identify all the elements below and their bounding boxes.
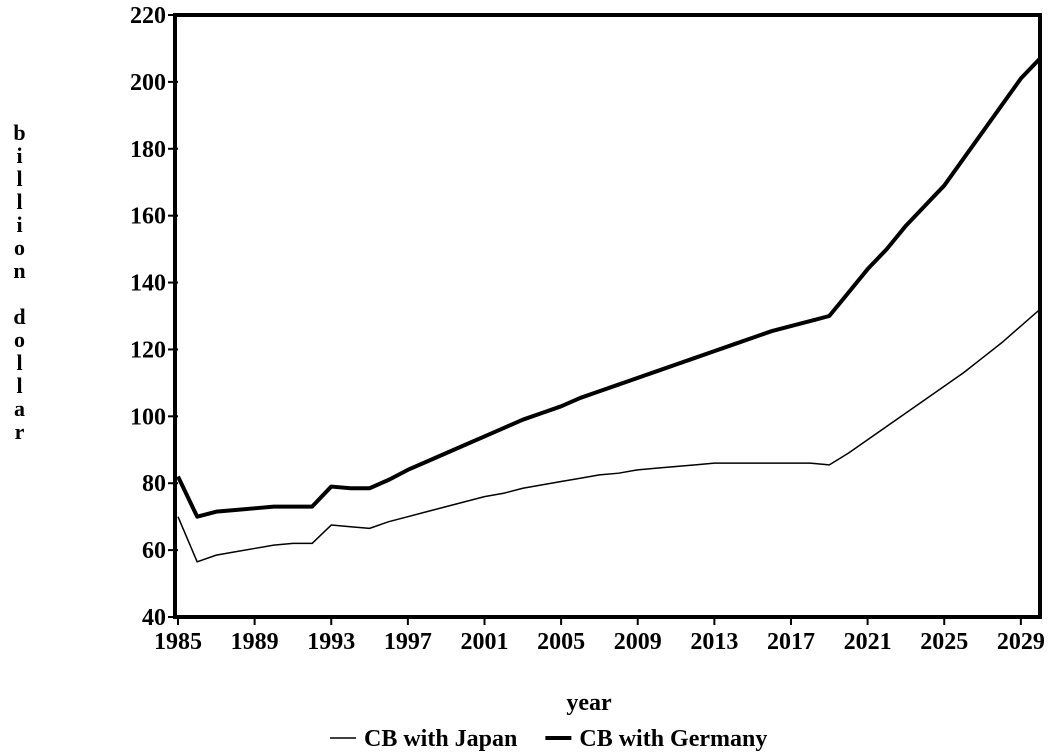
y-axis-label: billion dollar [7,120,32,442]
y-tick-label: 40 [142,605,166,631]
series-line [177,308,1041,563]
x-tick-label: 1985 [154,629,202,655]
y-tick-label: 120 [130,337,166,363]
y-tick-label: 60 [142,538,166,564]
x-tick-label: 2009 [614,629,662,655]
y-tick-label: 100 [130,404,166,430]
y-tick-label: 80 [142,471,166,497]
legend-label: CB with Japan [364,726,517,752]
x-tick-label: 2025 [920,629,968,655]
plot-frame [173,13,1042,619]
x-axis-label: year [566,690,612,716]
y-tick-label: 160 [130,204,166,230]
y-tick-label: 220 [130,3,166,29]
x-tick-label: 2013 [690,629,738,655]
x-tick-label: 2021 [844,629,892,655]
x-tick-label: 2017 [767,629,815,655]
x-tick-label: 2029 [997,629,1045,655]
x-tick-label: 2005 [537,629,585,655]
x-tick-label: 2001 [460,629,508,655]
x-tick-label: 1997 [384,629,432,655]
x-tick-label: 1989 [231,629,279,655]
legend-label: CB with Germany [579,726,767,752]
x-tick-label: 1993 [307,629,355,655]
y-tick-label: 200 [130,70,166,96]
y-tick-label: 180 [130,137,166,163]
series-line [176,57,1042,519]
y-tick-label: 140 [130,271,166,297]
